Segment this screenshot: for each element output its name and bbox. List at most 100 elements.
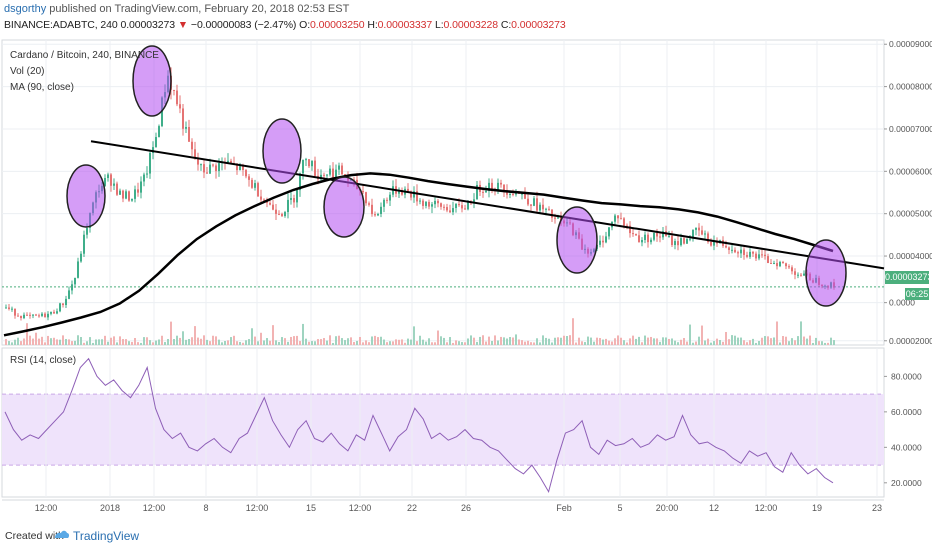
volume-bar [638,336,640,345]
low-value: 0.00003228 [443,19,499,31]
volume-bar [329,335,331,345]
volume-bar [773,337,775,345]
volume-bar [182,331,184,345]
volume-bar [665,337,667,345]
volume-bar [137,342,139,345]
volume-bar [677,342,679,345]
candle-body [671,235,673,246]
candle-body [785,263,787,267]
volume-bar [605,338,607,345]
volume-bar [98,339,100,345]
volume-bar [215,336,217,345]
candle-body [653,232,655,240]
close-value: 0.00003273 [511,19,566,31]
volume-bar [641,342,643,345]
candle-body [467,202,469,210]
volume-bar [593,341,595,345]
volume-bar [464,342,466,345]
candle-body [41,313,43,316]
candle-body [536,198,538,211]
candle-body [116,183,118,195]
volume-bar [308,341,310,345]
volume-bar [599,338,601,345]
volume-legend[interactable]: Vol (20) [10,66,45,77]
candle-body [32,314,34,316]
candle-body [419,200,421,202]
volume-bar [785,336,787,345]
chart-title-legend[interactable]: Cardano / Bitcoin, 240, BINANCE [10,50,159,61]
tradingview-brand[interactable]: TradingView [73,529,140,543]
volume-bar [170,321,172,345]
candle-body [38,315,40,317]
volume-bar [761,337,763,345]
volume-bar [140,342,142,345]
candle-body [194,149,196,158]
volume-bar [203,335,205,345]
volume-bar [227,340,229,345]
volume-bar [275,340,277,345]
publisher-name[interactable]: dsgorthy [4,3,47,15]
candle-body [647,234,649,243]
volume-bar [266,338,268,345]
volume-bar [575,342,577,345]
volume-bar [104,335,106,345]
volume-bar [740,337,742,345]
volume-bar [86,341,88,345]
candle-body [434,200,436,205]
volume-bar [158,339,160,345]
candle-body [86,228,88,235]
candle-body [269,202,271,205]
volume-bar [512,337,514,345]
time-tick-label-2: 12:00 [143,503,166,513]
ma-legend[interactable]: MA (90, close) [10,82,74,93]
candle-body [284,212,286,217]
candle-body [539,204,541,211]
candle-body [482,191,484,193]
volume-bar [356,340,358,345]
volume-bar [779,342,781,345]
volume-bar [824,342,826,345]
created-with-label: Created with [5,530,64,542]
volume-bar [287,341,289,345]
volume-bar [233,335,235,345]
volume-bar [674,340,676,345]
time-tick-label-0: 12:00 [35,503,58,513]
volume-bar [29,335,31,345]
volume-bar [212,335,214,345]
volume-bar [530,342,532,345]
volume-bar [539,342,541,345]
candle-body [254,183,256,188]
volume-bar [260,332,262,345]
candle-body [755,253,757,259]
volume-bar [686,341,688,345]
volume-bar [788,341,790,345]
volume-bar [296,335,298,345]
candle-body [533,198,535,206]
volume-bar [584,342,586,345]
candle-body [452,208,454,213]
candle-body [557,217,559,219]
candle-body [68,290,70,299]
volume-bar [74,340,76,345]
time-tick-label-9: Feb [556,503,572,513]
volume-bar [389,341,391,345]
volume-bar [710,342,712,345]
volume-bar [563,335,565,345]
highlight-circle-2 [262,118,302,184]
rsi-legend[interactable]: RSI (14, close) [10,355,77,366]
candle-body [650,239,652,243]
candle-body [23,314,25,319]
volume-bar [794,340,796,345]
volume-bar [497,340,499,345]
volume-bar [800,321,802,345]
candle-body [389,194,391,201]
volume-bar [101,339,103,345]
high-label: H: [367,19,378,31]
price-tick-label-7: 0.00002000 [889,336,932,346]
volume-bar [551,342,553,345]
candle-body [626,225,628,227]
candle-body [251,179,253,188]
candle-body [203,164,205,173]
candle-body [35,314,37,316]
